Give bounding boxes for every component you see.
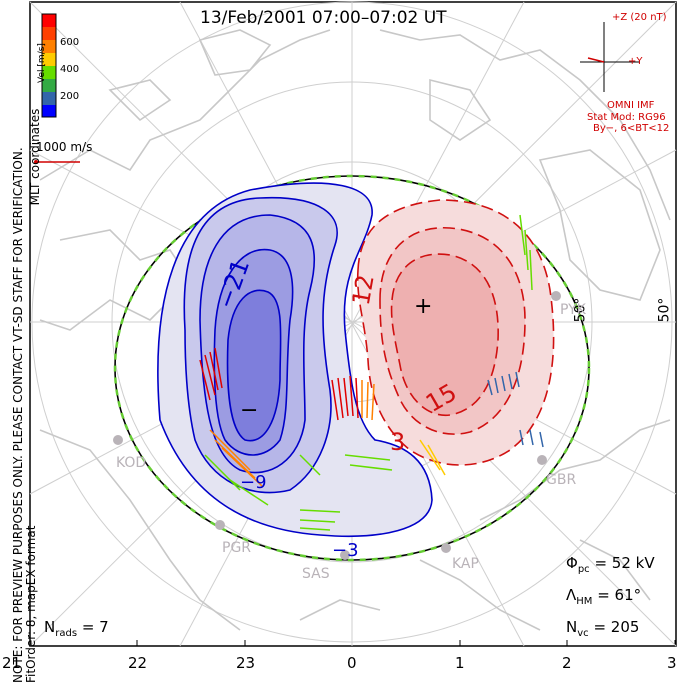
colorbar-tick-600: 600 — [60, 37, 80, 48]
radar-station-markers — [113, 291, 561, 560]
stat-vector-count: Nvc = 205 — [566, 618, 639, 639]
stat-cross-polar-potential: Φpc = 52 kV — [566, 554, 655, 575]
nvc-symbol: N — [566, 618, 578, 636]
colorbar-tick-200: 200 — [60, 91, 80, 102]
stat-hm-latitude: ΛHM = 61° — [566, 586, 641, 607]
potential-minimum-marker: − — [240, 398, 259, 423]
nvc-subscript: vc — [577, 628, 589, 639]
neg-contour-5 — [226, 289, 282, 442]
potential-maximum-marker: + — [414, 294, 433, 319]
map-title: 13/Feb/2001 07:00–07:02 UT — [200, 8, 447, 28]
colorbar-tick-400: 400 — [60, 64, 80, 75]
mlt-tick-1: 1 — [455, 654, 465, 672]
station-label-kap: KAP — [452, 556, 479, 572]
vector-scale-bar — [34, 160, 80, 164]
nrads-symbol: N — [44, 618, 56, 636]
station-label-gbr: GBR — [546, 472, 577, 488]
velocity-vectors — [199, 214, 544, 531]
latitude-label-outer: 50° — [656, 297, 673, 323]
contour-label-neg-outer: −9 — [240, 472, 267, 493]
phi-subscript: pc — [577, 564, 590, 575]
negative-cell — [157, 182, 433, 538]
imf-condition: By−, 6<BT<12 — [593, 123, 670, 134]
nrads-subscript: rads — [55, 628, 78, 639]
contour-label-pos-outer: 3 — [390, 428, 406, 456]
positive-cell — [356, 199, 555, 466]
mlt-tick-21: 21 — [2, 654, 22, 672]
phi-value: = 52 kV — [594, 554, 655, 572]
pos-contour-3 — [390, 253, 499, 416]
imf-source: OMNI IMF — [607, 100, 655, 111]
imf-z-label: +Z (20 nT) — [612, 12, 667, 23]
colorbar-unit: Vel [m/s] — [36, 43, 47, 83]
lambda-subscript: HM — [576, 596, 593, 607]
imf-clock — [580, 22, 640, 92]
mlt-tick-23: 23 — [236, 654, 256, 672]
nvc-value: = 205 — [593, 618, 640, 636]
nrads-value: = 7 — [81, 618, 109, 636]
mlt-tick-2: 2 — [562, 654, 572, 672]
stat-radar-count: Nrads = 7 — [44, 618, 109, 639]
station-label-kod: KOD — [116, 455, 147, 471]
hm-boundary-dashes — [113, 174, 591, 562]
imf-y-label: +Y — [628, 56, 643, 67]
imf-model: Stat Mod: RG96 — [587, 112, 666, 123]
lambda-symbol: Λ — [566, 586, 577, 604]
vector-scale-label: 1000 m/s — [36, 140, 93, 154]
coordinates-note: MLT coordinates — [28, 108, 42, 206]
vector-cluster-dusk — [199, 347, 223, 401]
mlt-tick-3: 3 — [667, 654, 677, 672]
station-label-pgr: PGR — [222, 540, 252, 556]
station-label-pyk: PYK — [560, 302, 586, 318]
velocity-colorbar — [41, 13, 57, 118]
phi-symbol: Φ — [566, 554, 578, 572]
mlt-tick-22: 22 — [128, 654, 148, 672]
contour-label-pos-main: 12 — [346, 272, 380, 308]
lambda-value: = 61° — [597, 586, 642, 604]
mlt-tick-0: 0 — [347, 654, 357, 672]
contour-label-neg-low: −3 — [332, 540, 359, 561]
vector-cluster-noon — [331, 375, 359, 421]
station-label-sas: SAS — [302, 566, 330, 582]
